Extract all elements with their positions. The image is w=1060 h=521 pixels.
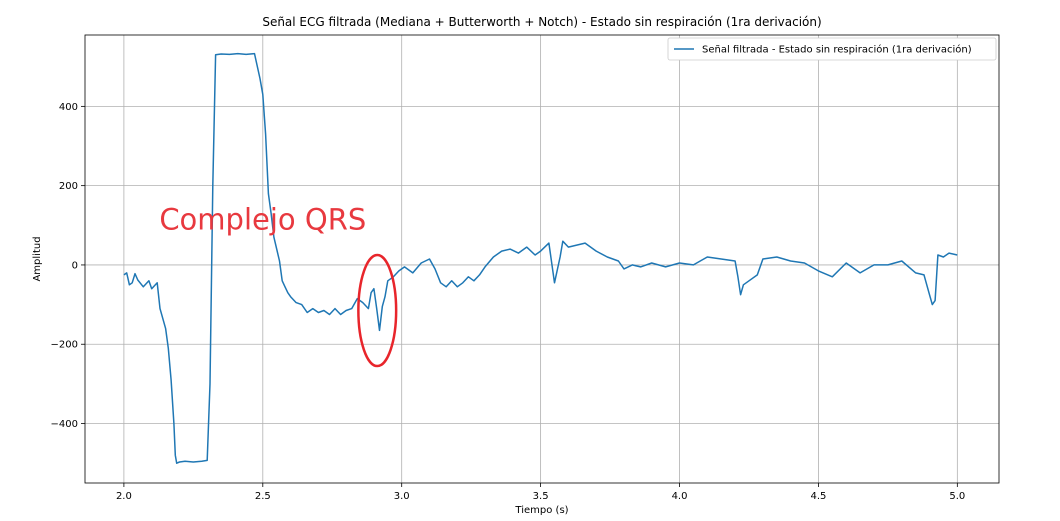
plot-frame — [84, 34, 1000, 484]
x-tick-label: 3.0 — [394, 491, 410, 502]
series-layer — [123, 52, 958, 464]
legend-box — [667, 37, 997, 61]
annotations: Complejo QRS — [159, 202, 398, 368]
chart-title: Señal ECG filtrada (Mediana + Butterwort… — [262, 15, 821, 29]
series-line — [123, 52, 958, 464]
qrs-highlight-ellipse — [357, 253, 398, 368]
y-tick-label: 200 — [59, 181, 78, 192]
x-tick-label: 4.0 — [672, 491, 688, 502]
y-tick-label: −200 — [51, 340, 78, 351]
x-tick-label: 5.0 — [949, 491, 965, 502]
x-tick-label: 2.0 — [116, 491, 132, 502]
legend-label: Señal filtrada - Estado sin respiración … — [702, 44, 972, 56]
qrs-annotation-label: Complejo QRS — [159, 202, 366, 236]
x-tick-label: 3.5 — [533, 491, 549, 502]
x-tick-label: 2.5 — [255, 491, 271, 502]
y-tick-label: 400 — [59, 102, 78, 113]
x-tick-label: 4.5 — [810, 491, 826, 502]
x-axis-label: Tiempo (s) — [514, 505, 568, 516]
y-axis-label: Amplitud — [32, 236, 43, 281]
y-tick-label: −400 — [51, 419, 78, 430]
ticks: 2.0 2.5 3.0 3.5 4.0 4.5 5.0 −400 −200 0 200 400 — [51, 102, 966, 502]
grid — [85, 35, 999, 483]
y-tick-label: 0 — [72, 260, 78, 271]
legend: Señal filtrada - Estado sin respiración … — [667, 37, 997, 61]
